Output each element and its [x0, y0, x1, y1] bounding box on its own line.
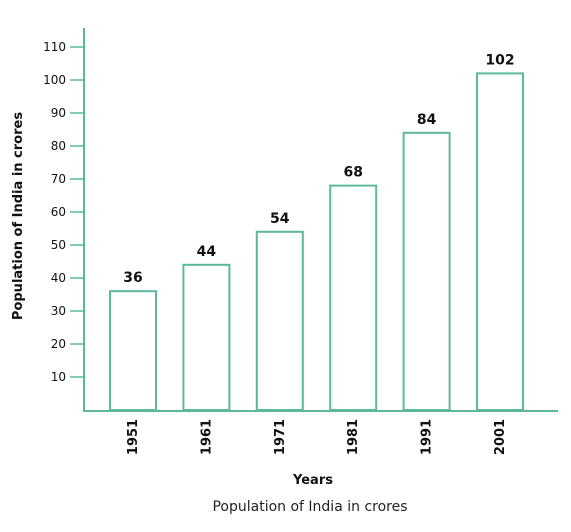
x-tick-label: 1951	[126, 419, 141, 455]
x-axis-tick-labels: 1951 1961 1971 1981 1991 2001	[126, 419, 508, 455]
y-tick-label: 60	[51, 205, 66, 219]
y-axis-ticks: 10 20 30 40 50 60 70 80 90 100 110	[43, 40, 84, 384]
bar-data-label: 36	[123, 270, 142, 286]
bar-data-label: 102	[485, 52, 514, 68]
bar-data-label: 44	[197, 244, 217, 260]
x-tick-label: 1991	[420, 419, 435, 455]
chart-caption: Population of India in crores	[212, 499, 407, 515]
bar	[402, 131, 451, 412]
y-axis-title: Population of India in crores	[11, 112, 26, 320]
x-tick-label: 1961	[199, 419, 214, 455]
y-tick-label: 40	[51, 271, 66, 285]
y-tick-label: 30	[51, 304, 66, 318]
y-tick-label: 90	[51, 106, 66, 120]
bar	[329, 184, 378, 411]
y-tick-label: 50	[51, 238, 66, 252]
y-tick-label: 10	[51, 370, 66, 384]
bars	[109, 72, 524, 412]
bar	[476, 72, 524, 412]
x-tick-label: 1971	[273, 419, 288, 455]
bar	[182, 263, 231, 411]
y-tick-label: 100	[43, 73, 66, 87]
x-tick-label: 1981	[346, 419, 361, 455]
bar-data-label: 68	[343, 165, 362, 181]
x-tick-label: 2001	[493, 419, 508, 455]
y-tick-label: 70	[51, 172, 66, 186]
y-tick-label: 20	[51, 337, 66, 351]
y-tick-label: 110	[43, 40, 66, 54]
bar-data-label: 84	[417, 112, 437, 128]
data-labels: 36 44 54 68 84 102	[123, 52, 514, 286]
x-axis-title: Years	[292, 473, 333, 488]
bar	[109, 290, 157, 412]
bar	[255, 230, 304, 411]
bar-data-label: 54	[270, 211, 290, 227]
y-tick-label: 80	[51, 139, 66, 153]
